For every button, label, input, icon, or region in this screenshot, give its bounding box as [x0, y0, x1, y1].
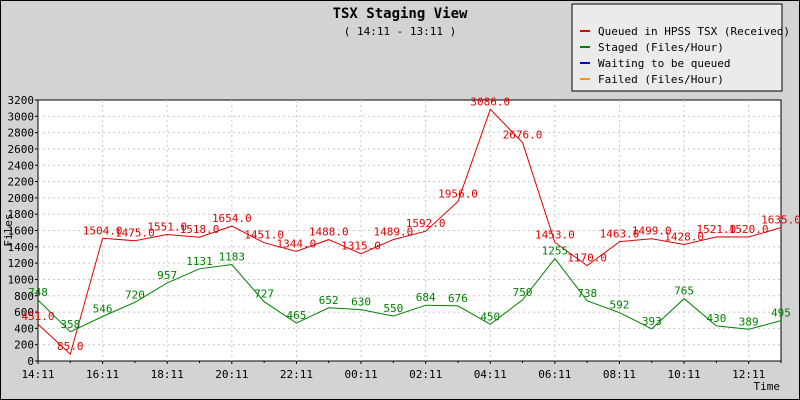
- data-label-s0: 451.0: [21, 310, 54, 323]
- y-tick-label: 3000: [8, 110, 35, 123]
- x-tick-label: 08:11: [603, 368, 636, 381]
- data-label-s0: 1956.0: [438, 187, 478, 200]
- data-label-s0: 1170.0: [567, 252, 607, 265]
- data-label-s0: 1521.0: [697, 223, 737, 236]
- x-tick-label: 02:11: [409, 368, 442, 381]
- x-axis-ticks: 14:11 16:11 18:11 20:11 22:11 00:11 02:11 04:11…: [21, 361, 782, 381]
- data-label-s0: 1592.0: [406, 217, 446, 230]
- data-label-s1: 765: [674, 285, 694, 298]
- series-line-1: [37, 257, 782, 333]
- y-tick-label: 1200: [8, 257, 35, 270]
- data-label-s0: 1518.0: [180, 223, 220, 236]
- legend-label: Staged (Files/Hour): [598, 41, 724, 54]
- y-axis-ticks: 0 200 400 600 800 1000 1200 1400 1600 1800 2000 220…: [8, 94, 38, 368]
- legend-label: Failed (Files/Hour): [598, 73, 724, 86]
- y-tick-label: 1400: [8, 241, 35, 254]
- y-axis-label: Files: [2, 213, 15, 246]
- x-tick-label: 16:11: [86, 368, 119, 381]
- data-label-s0: 1475.0: [115, 227, 155, 240]
- y-tick-label: 200: [14, 339, 34, 352]
- data-label-s1: 430: [706, 312, 726, 325]
- data-label-s0: 1315.0: [341, 240, 381, 253]
- data-label-s1: 1255: [542, 245, 569, 258]
- grid-lines: [38, 100, 781, 361]
- data-label-s1: 495: [771, 307, 791, 320]
- y-tick-label: 600: [14, 306, 34, 319]
- data-label-s0: 1428.0: [664, 231, 704, 244]
- x-tick-label: 00:11: [344, 368, 377, 381]
- data-label-s0: 1551.0: [147, 220, 187, 233]
- y-tick-label: 2000: [8, 192, 35, 205]
- data-label-s0: 1520.0: [729, 223, 769, 236]
- data-label-s1: 550: [383, 302, 403, 315]
- data-label-s1: 358: [60, 318, 80, 331]
- series-line-0: [37, 108, 782, 356]
- data-label-s1: 450: [480, 310, 500, 323]
- data-label-s0: 3086.0: [470, 95, 510, 108]
- y-tick-label: 1800: [8, 208, 35, 221]
- data-label-s0: 1344.0: [277, 237, 317, 250]
- data-label-s1: 720: [125, 288, 145, 301]
- legend-box: [571, 3, 783, 92]
- data-label-s1: 592: [610, 299, 630, 312]
- y-tick-label: 800: [14, 290, 34, 303]
- y-tick-label: 1600: [8, 225, 35, 238]
- data-label-s1: 957: [157, 269, 177, 282]
- data-label-s1: 748: [28, 286, 48, 299]
- chart-subtitle: ( 14:11 - 13:11 ): [344, 25, 457, 38]
- data-label-s1: 738: [577, 287, 597, 300]
- y-tick-label: 400: [14, 322, 34, 335]
- data-label-s0: 2676.0: [503, 129, 543, 142]
- data-label-s1: 546: [93, 302, 113, 315]
- data-label-s0: 1654.0: [212, 212, 252, 225]
- y-tick-label: 1000: [8, 273, 35, 286]
- y-tick-label: 2600: [8, 143, 35, 156]
- data-label-s1: 684: [416, 291, 436, 304]
- data-label-s1: 1131: [186, 255, 213, 268]
- data-label-s1: 465: [286, 309, 306, 322]
- legend-label: Waiting to be queued: [598, 57, 730, 70]
- legend: Queued in HPSS TSX (Received) Staged (Fil…: [571, 3, 790, 92]
- legend-label: Queued in HPSS TSX (Received): [598, 25, 790, 38]
- data-label-s0: 1504.0: [83, 224, 123, 237]
- data-label-s0: 1463.0: [600, 228, 640, 241]
- data-label-s1: 389: [739, 315, 759, 328]
- series-lines: [37, 108, 782, 356]
- x-tick-label: 06:11: [538, 368, 571, 381]
- x-tick-label: 04:11: [474, 368, 507, 381]
- x-axis-label: Time: [754, 380, 781, 393]
- data-label-s0: 85.0: [57, 340, 84, 353]
- y-tick-label: 3200: [8, 94, 35, 107]
- data-label-s0: 1451.0: [244, 229, 284, 242]
- x-tick-label: 10:11: [668, 368, 701, 381]
- data-label-s0: 1489.0: [373, 226, 413, 239]
- x-tick-label: 14:11: [21, 368, 54, 381]
- data-label-s1: 652: [319, 294, 339, 307]
- data-label-s1: 1183: [219, 251, 246, 264]
- x-tick-label: 18:11: [151, 368, 184, 381]
- data-label-s0: 1635.0: [761, 214, 800, 227]
- y-tick-label: 2200: [8, 176, 35, 189]
- y-tick-label: 2800: [8, 127, 35, 140]
- chart-title: TSX Staging View: [333, 6, 468, 22]
- x-tick-label: 12:11: [732, 368, 765, 381]
- data-label-s0: 1453.0: [535, 228, 575, 241]
- data-label-s1: 393: [642, 315, 662, 328]
- x-tick-label: 20:11: [215, 368, 248, 381]
- x-tick-label: 22:11: [280, 368, 313, 381]
- data-label-s0: 1488.0: [309, 226, 349, 239]
- y-tick-label: 2400: [8, 159, 35, 172]
- data-label-s0: 1499.0: [632, 225, 672, 238]
- data-label-s1: 630: [351, 296, 371, 309]
- data-label-s1: 727: [254, 288, 274, 301]
- data-label-s1: 676: [448, 292, 468, 305]
- data-label-s1: 750: [513, 286, 533, 299]
- y-tick-label: 0: [27, 355, 34, 368]
